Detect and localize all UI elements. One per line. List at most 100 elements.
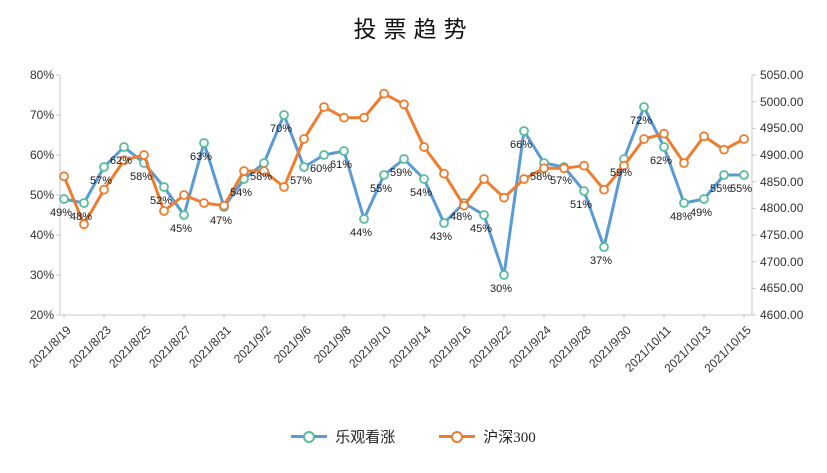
legend-line-sample [291,430,328,443]
data-label: 43% [429,231,453,243]
data-point-bullish [519,126,529,136]
data-point-bullish [699,194,709,204]
left-axis-tick-label: 40% [29,228,54,242]
data-point-bullish [379,170,389,180]
left-axis-tick-label: 60% [29,148,54,162]
data-point-bullish [639,102,649,112]
data-label: 48% [669,211,693,223]
data-label: 66% [509,139,533,151]
legend-label: 乐观看涨 [335,430,396,446]
data-point-csi300 [439,168,449,179]
data-label: 30% [489,283,513,295]
data-label: 61% [329,159,353,171]
data-label: 55% [709,183,733,195]
legend-item-bullish: 乐观看涨 [291,426,395,447]
right-axis-tick-label: 5000.00 [760,94,804,109]
data-point-bullish [299,162,309,172]
data-point-bullish [679,198,689,208]
data-point-csi300 [259,166,269,176]
data-label: 72% [629,115,653,127]
left-axis-tick-label: 80% [29,68,54,82]
data-point-csi300 [119,155,129,166]
data-point-csi300 [239,166,249,176]
right-axis-tick-label: 4600.00 [760,308,804,322]
data-point-bullish [319,150,329,160]
data-label: 49% [49,207,73,219]
right-axis-tick-label: 4950.00 [760,121,804,136]
data-point-csi300 [379,88,389,99]
data-point-bullish [399,154,409,164]
data-point-bullish [499,270,509,280]
data-point-bullish [79,198,89,208]
data-point-csi300 [59,171,69,182]
data-point-bullish [339,146,349,156]
right-axis-tick-label: 4900.00 [760,148,804,162]
right-axis-tick-label: 4850.00 [760,174,804,189]
data-point-bullish [439,218,449,228]
data-point-csi300 [479,174,489,184]
data-point-bullish [359,214,369,224]
data-point-csi300 [599,184,609,195]
data-point-csi300 [199,198,209,208]
data-point-csi300 [679,158,689,168]
data-point-csi300 [399,99,409,110]
data-point-csi300 [539,163,549,174]
data-point-csi300 [639,134,649,144]
data-point-bullish [579,186,589,196]
data-point-bullish [59,194,69,204]
data-label: 45% [169,223,193,235]
data-point-csi300 [739,134,749,144]
data-point-csi300 [519,174,529,184]
right-axis-tick-label: 5050.00 [760,68,804,82]
data-label: 48% [69,211,93,223]
data-label: 58% [529,171,553,183]
data-point-bullish [199,138,209,148]
data-point-bullish [419,174,429,184]
data-label: 51% [569,199,593,211]
data-label: 57% [289,175,313,187]
left-axis-tick-label: 20% [29,308,54,322]
data-label: 44% [349,227,373,239]
data-label: 37% [589,255,613,267]
legend-line-sample [439,430,476,443]
data-point-csi300 [719,144,729,155]
data-label: 55% [369,183,393,195]
data-point-csi300 [219,200,229,211]
data-point-bullish [119,142,129,152]
data-point-csi300 [339,112,349,123]
data-label: 58% [129,171,153,183]
data-point-csi300 [319,102,329,112]
right-axis-tick-label: 4800.00 [760,201,804,216]
data-point-bullish [739,170,749,180]
data-point-bullish [179,210,189,220]
data-label: 60% [309,163,333,175]
right-axis-tick-label: 4700.00 [760,254,804,269]
data-point-csi300 [139,150,149,160]
data-point-bullish [599,242,609,252]
data-label: 54% [229,187,253,199]
data-label: 59% [609,167,633,179]
legend-item-csi300: 沪深300 [439,426,536,447]
data-point-csi300 [459,200,469,211]
data-label: 54% [409,187,433,199]
data-label: 58% [249,171,273,183]
right-axis-tick-label: 4750.00 [760,228,804,242]
data-label: 62% [109,155,133,167]
data-label: 48% [449,211,473,223]
data-point-bullish [659,142,669,152]
data-point-csi300 [359,112,369,123]
data-point-csi300 [79,219,89,230]
data-point-csi300 [559,163,569,174]
data-point-csi300 [99,184,109,195]
data-point-csi300 [659,128,669,139]
right-axis-tick-label: 4650.00 [760,281,804,296]
data-label: 49% [689,207,713,219]
data-point-bullish [279,110,289,120]
circle-marker-icon [451,430,464,443]
left-axis-tick-label: 30% [29,268,54,282]
data-label: 57% [549,175,573,187]
data-label: 55% [729,183,753,195]
data-point-csi300 [299,134,309,144]
data-label: 52% [149,195,173,207]
